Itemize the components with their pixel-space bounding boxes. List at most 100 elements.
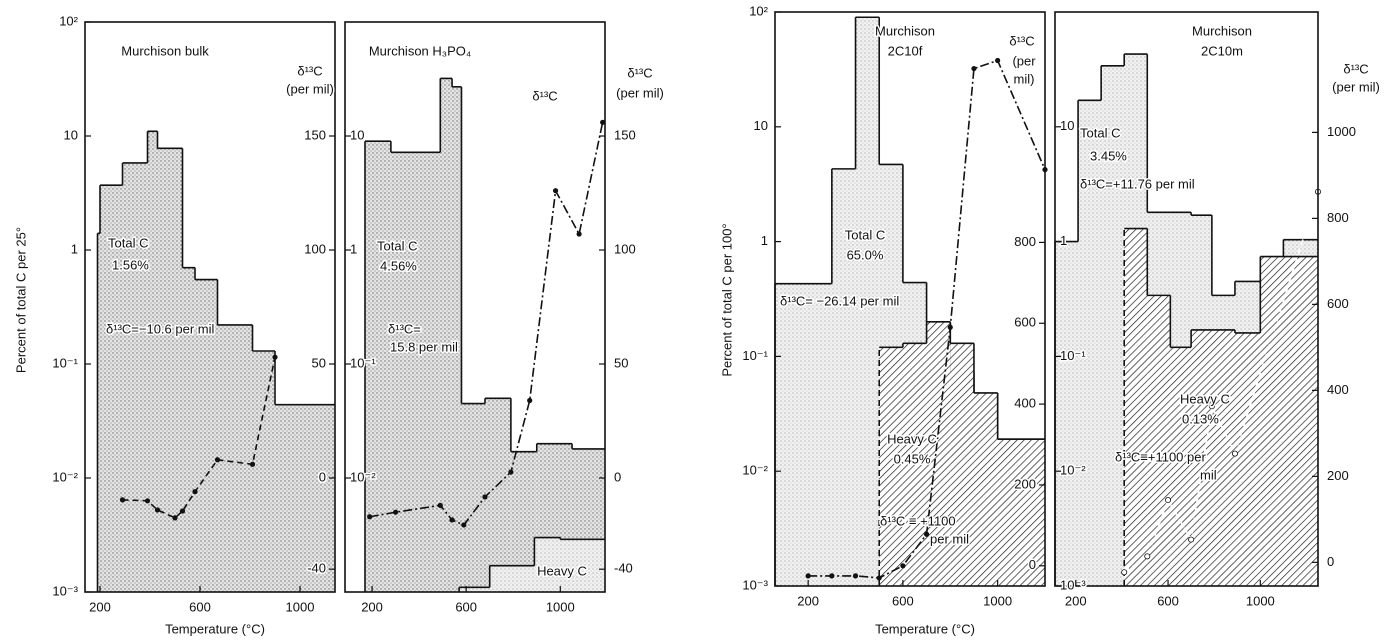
y2-label: (per mil) bbox=[286, 81, 334, 96]
annotations: 0.13% bbox=[1182, 411, 1219, 426]
delta-point bbox=[829, 573, 835, 579]
histogram-bar bbox=[879, 347, 903, 586]
histogram-bar bbox=[1055, 241, 1079, 586]
histogram-bar bbox=[1101, 65, 1125, 587]
histogram-bar bbox=[534, 537, 561, 592]
histogram-bar bbox=[100, 185, 123, 592]
y-tick-label: 10⁻¹ bbox=[350, 355, 376, 370]
series: Total C bbox=[108, 235, 148, 250]
delta-point bbox=[154, 507, 161, 513]
delta-point bbox=[527, 397, 533, 404]
histogram-bar bbox=[489, 565, 535, 592]
y-tick-label: 10⁻² bbox=[350, 469, 376, 484]
series: Total C bbox=[1080, 125, 1120, 140]
histogram-bar bbox=[831, 168, 856, 587]
delta-point bbox=[1208, 403, 1215, 410]
delta-point bbox=[576, 231, 582, 237]
annotations: 1.56% bbox=[112, 257, 149, 272]
y2-tick-label: 100 bbox=[304, 241, 326, 256]
delta-point bbox=[600, 119, 606, 125]
delta-line bbox=[808, 59, 1046, 579]
annotations: δ¹³C= −26.14 per mil bbox=[780, 293, 899, 308]
delta-point bbox=[449, 517, 455, 523]
delta-point bbox=[971, 65, 977, 72]
y2-tick-label: 0 bbox=[614, 469, 621, 484]
delta-point bbox=[1121, 569, 1128, 576]
annotations: per mil bbox=[930, 531, 969, 546]
histogram-bar bbox=[390, 152, 441, 592]
y2-label: (per mil) bbox=[616, 85, 664, 100]
delta-point bbox=[179, 508, 186, 514]
histogram-bar bbox=[459, 587, 490, 592]
histogram-bar bbox=[902, 343, 927, 586]
delta-point bbox=[172, 515, 178, 521]
y-axis-label: Percent of total C per 100° bbox=[719, 223, 734, 376]
delta-point bbox=[900, 563, 906, 569]
delta-point bbox=[1188, 536, 1195, 543]
histogram-bar bbox=[926, 321, 951, 586]
histogram-bar bbox=[1170, 347, 1192, 586]
y-tick-label: 10⁻² bbox=[742, 463, 768, 478]
delta-point bbox=[437, 502, 443, 508]
y2-tick-label: 800 bbox=[1327, 210, 1349, 225]
annotations: mil bbox=[1200, 467, 1217, 482]
histogram-bar bbox=[147, 131, 158, 592]
annotations: 4.56% bbox=[380, 258, 417, 273]
panel-frame bbox=[344, 21, 606, 593]
y-tick-label: 10 bbox=[64, 127, 78, 142]
annotations: 15.8 per mil bbox=[390, 339, 458, 354]
y2-label: (per mil) bbox=[1332, 79, 1380, 94]
delta-point bbox=[876, 575, 882, 581]
delta-point bbox=[272, 354, 278, 360]
y-tick-label: 1 bbox=[71, 241, 78, 256]
y2-tick-label: 600 bbox=[1014, 315, 1036, 330]
y2-tick-label: 150 bbox=[304, 127, 326, 142]
delta-point bbox=[367, 514, 373, 520]
y2-tick-label: 400 bbox=[1327, 382, 1349, 397]
y-tick-label: 1 bbox=[761, 233, 768, 248]
histogram-bar bbox=[560, 539, 605, 592]
y-tick-label: 10⁻³ bbox=[742, 577, 768, 592]
histogram-bar bbox=[1191, 329, 1235, 586]
y2-tick-label: 600 bbox=[1327, 296, 1349, 311]
title: 2C10m bbox=[1201, 43, 1243, 58]
histogram-bar bbox=[157, 148, 183, 592]
y2-tick-label: 50 bbox=[312, 355, 326, 370]
x-tick-label: 1000 bbox=[983, 593, 1012, 608]
x-tick-label: 600 bbox=[1157, 593, 1179, 608]
histogram-bar bbox=[217, 324, 253, 592]
histogram-bar bbox=[1147, 295, 1171, 586]
histogram-bar bbox=[997, 439, 1045, 586]
y2-tick-label: 200 bbox=[1014, 476, 1036, 491]
series: Total C bbox=[845, 227, 885, 242]
y-tick-label: 10⁻² bbox=[52, 469, 78, 484]
delta-point bbox=[482, 494, 488, 500]
delta-point bbox=[461, 522, 467, 528]
y2-label: δ¹³C bbox=[1009, 33, 1034, 48]
y2-label: δ¹³C bbox=[297, 63, 322, 78]
y-tick-label: 10 bbox=[754, 118, 768, 133]
delta-point bbox=[995, 57, 1001, 64]
delta-point bbox=[249, 461, 256, 467]
delta-point bbox=[392, 509, 399, 515]
y2-label: δ¹³C bbox=[627, 65, 652, 80]
y2-tick-label: 400 bbox=[1014, 396, 1036, 411]
y-tick-label: 10⁻¹ bbox=[742, 348, 768, 363]
series: δ¹³C bbox=[532, 88, 557, 103]
series: Total C bbox=[377, 238, 417, 253]
y2-label: mil) bbox=[1014, 71, 1035, 86]
y2-tick-label: 800 bbox=[1014, 234, 1036, 249]
y-tick-label: 10 bbox=[1060, 118, 1074, 133]
annotations: δ¹³C≡+1100 per bbox=[1115, 449, 1206, 464]
y2-tick-label: 150 bbox=[614, 127, 636, 142]
y-tick-label: 10⁻² bbox=[1060, 463, 1086, 478]
delta-point bbox=[1231, 450, 1238, 457]
histogram-bar bbox=[461, 403, 485, 592]
title: Murchison bbox=[875, 23, 935, 38]
histogram-bar bbox=[122, 162, 148, 592]
x-tick-label: 200 bbox=[1065, 593, 1087, 608]
delta-point bbox=[144, 498, 151, 504]
title: 2C10f bbox=[888, 43, 923, 58]
annotations: δ¹³C= bbox=[388, 321, 421, 336]
y-tick-label: 10⁻¹ bbox=[52, 355, 78, 370]
